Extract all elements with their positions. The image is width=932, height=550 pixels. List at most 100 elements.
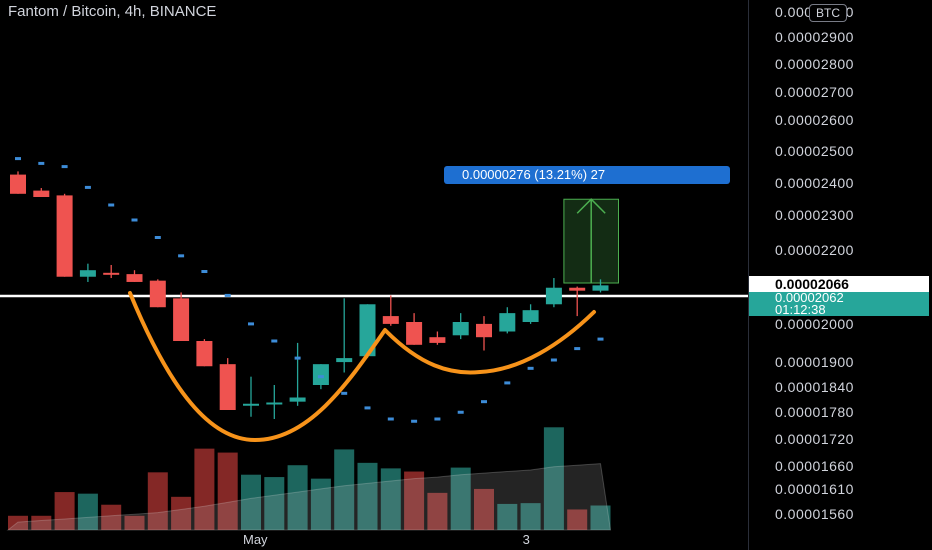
candle-body <box>359 304 376 357</box>
candle-body <box>382 316 399 324</box>
volume-bar <box>264 477 285 530</box>
sar-dot <box>108 203 115 207</box>
volume-ma-area <box>6 463 612 531</box>
candle-body <box>592 285 609 291</box>
sar-dot <box>201 270 208 274</box>
candle-body <box>336 358 353 363</box>
time-label: May <box>243 532 268 547</box>
volume-bar <box>357 462 378 530</box>
bar-countdown: 01:12:38 <box>775 302 826 317</box>
last-price-value: 0.00002062 <box>775 290 844 305</box>
volume-bar <box>497 503 518 530</box>
horizontal-line-price-label: 0.00002066 <box>749 276 929 293</box>
sar-dot <box>38 161 45 165</box>
sar-dot <box>84 185 91 189</box>
price-tick-label: 0.00002200 <box>775 242 854 258</box>
volume-bar <box>124 515 145 530</box>
volume-bar <box>8 515 28 530</box>
candle-body <box>79 270 96 277</box>
candle-body <box>289 397 306 402</box>
price-tick-label: 0.00002500 <box>775 143 854 159</box>
sar-dot <box>504 381 511 385</box>
price-tick-label: 0.00001560 <box>775 506 854 522</box>
price-tick-label: 0.00001720 <box>775 431 854 447</box>
candle-body <box>499 313 516 332</box>
candle-body <box>126 274 143 282</box>
candle-body <box>219 364 236 410</box>
candle-body <box>312 364 329 385</box>
volume-bar <box>404 471 425 530</box>
volume-bar <box>543 427 564 530</box>
volume-bar <box>101 504 122 530</box>
volume-bar <box>77 493 98 530</box>
sar-dot <box>457 410 464 414</box>
symbol-title: Fantom / Bitcoin, 4h, BINANCE <box>8 3 217 20</box>
sar-dot <box>574 347 581 351</box>
sar-dot <box>178 254 185 258</box>
price-tick-label: 0.00002600 <box>775 112 854 128</box>
price-tick-label: 0.00001900 <box>775 354 854 370</box>
price-tick-label: 0.00001660 <box>775 458 854 474</box>
sar-dot <box>597 337 604 341</box>
candle-body <box>56 195 73 277</box>
volume-bar <box>310 478 331 530</box>
volume-bar <box>520 503 541 530</box>
handle-curve <box>384 310 596 375</box>
currency-badge[interactable]: BTC <box>809 4 847 22</box>
candle-body <box>173 298 190 341</box>
candle-body <box>476 323 492 338</box>
volume-bar <box>147 472 168 530</box>
price-axis[interactable]: 0.00001560 0.00001610 0.00001660 0.00001720… <box>748 0 932 550</box>
price-tick-label: 0.00002900 <box>775 29 854 45</box>
sar-dot <box>154 236 161 239</box>
price-tick-label: 0.00002700 <box>775 84 854 100</box>
sar-dot <box>131 218 138 222</box>
measure-arrow-head <box>576 198 606 214</box>
volume-bar <box>194 448 215 530</box>
candle-body <box>452 322 469 336</box>
candle-body <box>33 190 50 197</box>
price-tick-label: 0.00002000 <box>775 316 854 332</box>
time-label: 3 <box>522 532 530 547</box>
volume-bar <box>241 474 261 530</box>
volume-bar <box>287 465 308 530</box>
sar-dot <box>364 406 371 410</box>
candle-body <box>429 337 446 343</box>
volume-bar <box>334 449 355 530</box>
candle-body <box>196 341 213 367</box>
candle-body <box>545 287 562 305</box>
volume-bar <box>54 492 75 530</box>
sar-dot <box>317 375 324 379</box>
volume-bar <box>31 515 52 530</box>
price-tick-label: 0.00002400 <box>775 175 854 191</box>
volume-bar <box>171 496 192 530</box>
sar-dot <box>387 417 394 421</box>
sar-dot <box>341 391 348 395</box>
candle-body <box>406 322 423 345</box>
sar-dot <box>411 419 418 423</box>
measure-label: 0.00000276 (13.21%) 27 <box>444 166 730 184</box>
price-tick-label: 0.00001610 <box>775 481 854 497</box>
price-tick-label: 0.00001840 <box>775 379 854 395</box>
sar-dot <box>248 322 254 326</box>
sar-dot <box>224 293 231 297</box>
sar-dot <box>15 157 21 161</box>
candle-body <box>10 174 26 194</box>
price-tick-label: 0.00002800 <box>775 56 854 72</box>
last-price-label: 0.00002062 01:12:38 <box>749 290 929 317</box>
candle-body <box>243 403 259 406</box>
sar-dot <box>481 400 487 404</box>
volume-bar <box>427 492 448 530</box>
sar-dot <box>61 165 68 169</box>
sar-dot <box>271 339 278 343</box>
candle-body <box>569 287 586 291</box>
sar-dot <box>527 366 534 370</box>
candle-body <box>266 402 283 405</box>
price-tick-label: 0.00002300 <box>775 207 854 223</box>
sar-dot <box>550 358 557 362</box>
volume-bar <box>217 452 238 530</box>
price-tick-label: 0.00001780 <box>775 404 854 420</box>
candle-body <box>522 310 539 322</box>
price-chart[interactable] <box>0 0 748 550</box>
